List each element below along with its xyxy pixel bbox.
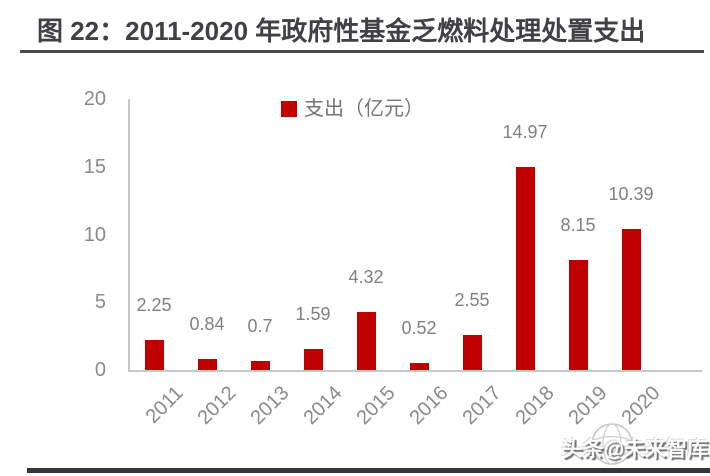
bar-2015	[357, 311, 376, 370]
y-tick-label: 10	[83, 223, 106, 246]
x-axis-line	[128, 370, 702, 372]
title-underline	[20, 50, 704, 53]
y-axis-line	[128, 99, 130, 371]
bottom-bar	[27, 468, 710, 473]
watermark-text: 头条@未来智库	[561, 438, 708, 461]
y-tick-label: 0	[94, 359, 106, 381]
data-label-2012: 0.84	[189, 313, 225, 334]
bar-2016	[410, 363, 429, 370]
data-label-2011: 2.25	[136, 294, 172, 315]
y-tick-label: 15	[83, 155, 106, 178]
data-label-2013: 0.7	[247, 315, 273, 336]
figure-title: 图 22：2011-2020 年政府性基金乏燃料处理处置支出	[37, 16, 646, 46]
bar-2019	[569, 259, 588, 370]
data-label-2019: 8.15	[560, 214, 596, 235]
bar-2013	[251, 360, 270, 370]
bar-2020	[622, 229, 641, 370]
bar-2011	[145, 339, 164, 370]
bar-2012	[198, 358, 217, 370]
data-label-2018: 14.97	[502, 122, 548, 143]
data-label-2016: 0.52	[401, 318, 437, 338]
data-label-2015: 4.32	[348, 266, 384, 287]
bar-2018	[516, 167, 535, 370]
legend-marker-red-square	[281, 101, 297, 117]
y-tick-label: 5	[94, 291, 106, 314]
data-label-2017: 2.55	[454, 290, 490, 311]
y-tick-label: 20	[83, 88, 106, 110]
bar-2014	[304, 348, 323, 370]
globe-icon	[591, 423, 633, 465]
legend-label: 支出（亿元）	[304, 98, 424, 120]
bar-2017	[463, 335, 482, 370]
data-label-2020: 10.39	[608, 184, 654, 205]
data-label-2014: 1.59	[295, 303, 331, 324]
chart-legend: 支出（亿元）	[281, 98, 424, 120]
